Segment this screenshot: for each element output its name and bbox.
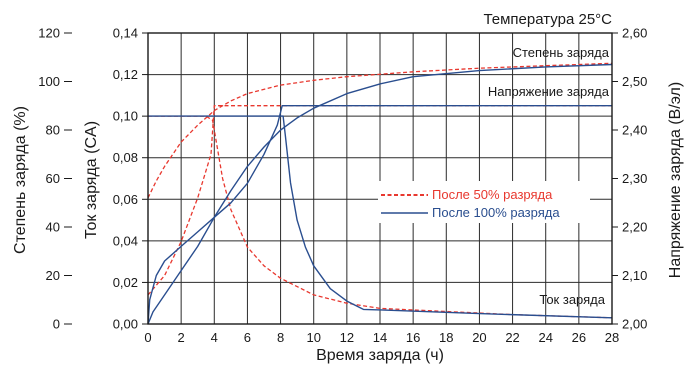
x-tick-label: 20 [472,330,486,345]
soc-curve-after-50 [147,62,613,199]
plot-frame [147,32,613,325]
y-tick-label-soc: 0 [53,317,60,332]
x-tick-label: 18 [439,330,453,345]
voltage-curve-after-50 [147,105,612,296]
voltage-curve-after-100 [147,105,612,325]
x-tick-label: 6 [244,330,251,345]
y-tick-label-soc: 100 [38,74,60,89]
x-tick-label: 10 [306,330,320,345]
y-tick-label-current: 0,10 [113,109,138,124]
legend-background [378,181,590,223]
y-tick-label-soc: 80 [46,123,60,138]
y-tick-label-current: 0,02 [113,275,138,290]
y-tick-label-voltage: 2,20 [622,220,647,235]
x-axis-title: Время заряда (ч) [316,347,444,364]
x-tick-label: 4 [211,330,218,345]
grid [148,33,612,324]
x-tick-label: 16 [406,330,420,345]
y-tick-label-voltage: 2,60 [622,26,647,41]
tick-labels: 0 2 4 6 8 10 12 14 16 18 20 22 24 26 280,000,020,040,0… [38,26,647,346]
x-tick-label: 12 [340,330,354,345]
current-curve-after-50 [148,115,613,319]
chart-title: Температура 25°C [483,11,612,28]
y-tick-label-voltage: 2,10 [622,268,647,283]
y-tick-label-soc: 40 [46,220,60,235]
x-tick-label: 14 [373,330,387,345]
y-tick-label-soc: 20 [46,268,60,283]
y-tick-label-current: 0,06 [113,192,138,207]
y-tick-label-current: 0,04 [113,233,138,248]
soc-curve-after-100 [147,63,613,325]
x-tick-label: 28 [605,330,619,345]
legend-label-red: После 50% разряда [432,187,553,202]
y-tick-label-voltage: 2,00 [622,317,647,332]
y-tick-label-soc: 60 [46,171,60,186]
y-tick-label-current: 0,12 [113,67,138,82]
y-tick-label-voltage: 2,30 [622,171,647,186]
x-tick-label: 22 [505,330,519,345]
curves [147,62,613,325]
y-axis-title-soc: Степень заряда (%) [12,106,29,254]
y-tick-label-current: 0,00 [113,317,138,332]
annotation-current: Ток заряда [539,292,605,307]
x-tick-label: 8 [277,330,284,345]
current-curve-after-100 [148,115,613,319]
x-tick-label: 2 [178,330,185,345]
y-axis-title-voltage: Напряжение заряда (В/эл) [667,82,684,278]
y-tick-label-voltage: 2,40 [622,123,647,138]
x-tick-label: 0 [144,330,151,345]
annotation-voltage: Напряжение заряда [488,84,610,99]
y-tick-label-voltage: 2,50 [622,74,647,89]
y-tick-label-current: 0,08 [113,150,138,165]
x-tick-label: 26 [572,330,586,345]
x-tick-label: 24 [538,330,552,345]
legend-label-blue: После 100% разряда [432,205,560,220]
y-tick-label-soc: 120 [38,26,60,41]
y-axis-title-current: Ток заряда (CA) [83,121,100,239]
annotation-soc: Степень заряда [513,45,610,60]
legend: После 50% разряда После 100% разряда [378,181,590,223]
y-tick-label-current: 0,14 [113,26,138,41]
